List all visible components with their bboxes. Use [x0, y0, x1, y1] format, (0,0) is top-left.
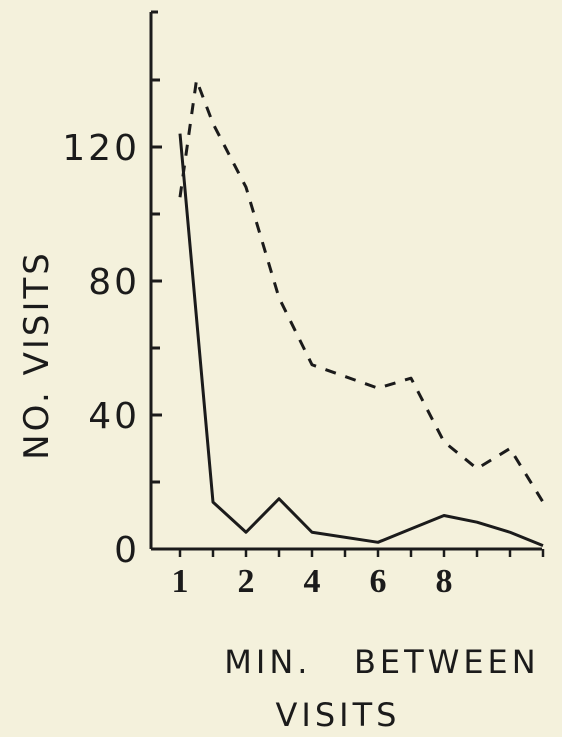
x-ticks: 1 2 4 6 8	[172, 549, 545, 600]
y-ticks: 0 40 80 120	[62, 78, 162, 571]
series-line-solid	[178, 133, 544, 548]
x-tick-label-4: 4	[304, 563, 321, 600]
y-tick-label-0: 0	[114, 530, 140, 571]
x-tick-label-8: 8	[436, 563, 453, 600]
y-tick-label-120: 120	[62, 128, 140, 169]
x-axis-label-line1: MIN. BETWEEN	[224, 643, 539, 681]
x-tick-label-2: 2	[238, 563, 255, 600]
y-axis-label: NO. VISITS	[17, 250, 57, 460]
y-tick-label-80: 80	[88, 262, 140, 303]
x-axis-label-line2: VISITS	[276, 696, 401, 734]
series	[178, 78, 545, 548]
x-tick-label-1: 1	[172, 563, 189, 600]
series-line-dashed	[178, 78, 545, 503]
x-tick-label-6: 6	[370, 563, 387, 600]
y-tick-label-40: 40	[88, 396, 140, 437]
